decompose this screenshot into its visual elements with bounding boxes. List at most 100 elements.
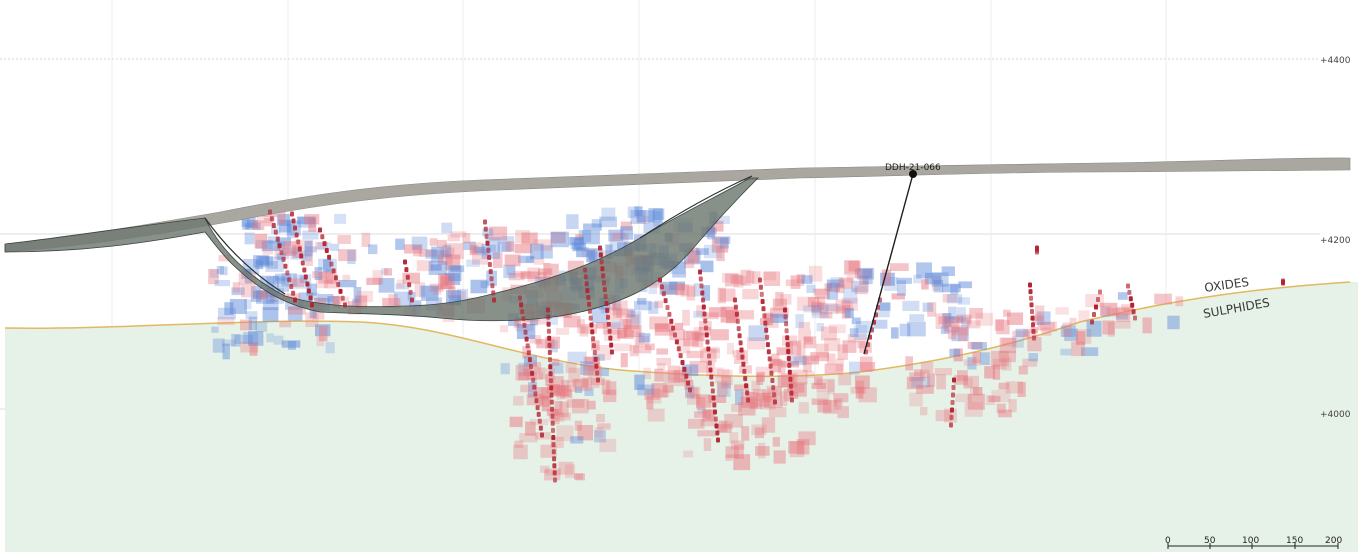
grade-block (703, 438, 712, 451)
grade-block (617, 328, 628, 338)
grade-block (567, 351, 587, 363)
grade-block (627, 206, 639, 218)
assay-marker (788, 376, 793, 382)
grade-block (518, 372, 538, 381)
assay-marker (585, 288, 590, 294)
grade-block (539, 396, 550, 407)
grade-block (667, 378, 687, 387)
elevation-labels: +4400 +4200 +4000 (1320, 56, 1351, 420)
grade-block (673, 370, 687, 383)
grade-block (404, 244, 423, 254)
assay-marker (772, 392, 777, 398)
grade-block (833, 400, 842, 410)
assay-marker (404, 267, 409, 273)
grade-block (854, 285, 868, 295)
grade-block (933, 279, 944, 293)
grade-block (466, 259, 480, 267)
grade-block (635, 331, 645, 345)
grade-block (440, 250, 449, 258)
grade-block (523, 365, 539, 374)
assay-marker (734, 311, 739, 317)
grade-block (568, 236, 584, 246)
assay-marker (268, 209, 272, 215)
grade-block (734, 384, 750, 391)
grade-block (305, 312, 319, 327)
assay-marker (951, 392, 955, 398)
grade-block (682, 309, 690, 326)
assay-marker (303, 274, 308, 280)
grade-block (222, 339, 236, 346)
grade-block (450, 265, 465, 273)
assay-marker (299, 253, 304, 259)
grade-block (282, 247, 297, 255)
assay-marker (548, 378, 553, 384)
grade-block (934, 368, 952, 376)
grade-block (292, 244, 303, 259)
grade-block (811, 305, 829, 319)
grade-block (711, 237, 729, 253)
grade-block (643, 222, 660, 234)
assay-marker (713, 416, 718, 422)
grade-block (1001, 357, 1012, 371)
assay-marker (546, 314, 551, 320)
grade-block (533, 239, 552, 251)
grade-block (595, 322, 608, 329)
grade-block (806, 284, 816, 293)
grade-block (694, 411, 707, 418)
grade-block (819, 312, 833, 319)
assay-marker (707, 360, 712, 366)
grade-block (823, 400, 838, 414)
grade-block (647, 408, 665, 422)
grade-block (795, 314, 804, 329)
drillhole-ddh-21-066[interactable]: DDH-21-066 (863, 163, 941, 355)
scale-tick-50: 50 (1204, 536, 1216, 546)
grade-block (582, 230, 600, 245)
assay-marker (737, 333, 742, 339)
assay-marker (688, 387, 692, 393)
grade-block (1023, 329, 1038, 339)
assay-marker (593, 356, 598, 362)
grade-block (209, 269, 219, 278)
grade-block (636, 215, 649, 224)
grade-block (634, 300, 652, 311)
assay-marker (273, 229, 278, 235)
grade-block (610, 233, 629, 242)
grade-block (489, 226, 508, 241)
grade-block (788, 441, 805, 454)
assay-marker (587, 308, 592, 314)
assay-marker (551, 427, 555, 433)
grade-block (381, 268, 389, 275)
grade-block (954, 375, 968, 385)
grade-block (529, 318, 539, 326)
grade-block (604, 329, 621, 342)
assay-marker (1032, 335, 1036, 341)
grade-block (837, 406, 849, 419)
grade-block (896, 277, 912, 284)
oxides-label: OXIDES (1203, 275, 1249, 295)
grade-block (581, 376, 592, 392)
assay-marker (767, 356, 772, 362)
grade-block (579, 326, 589, 337)
assay-marker (279, 250, 284, 256)
assay-marker (1035, 249, 1039, 255)
grade-block (450, 231, 467, 238)
assay-marker (1090, 319, 1094, 325)
grade-block (778, 360, 786, 374)
grade-block (431, 246, 444, 263)
grade-block (256, 216, 275, 224)
grade-block (1006, 312, 1024, 325)
grade-block (1115, 321, 1131, 329)
grade-block (1008, 399, 1017, 413)
grade-block (288, 306, 306, 315)
grade-block (395, 283, 409, 290)
grade-block (257, 290, 275, 298)
grade-block (577, 319, 585, 334)
grade-block (513, 444, 528, 460)
grade-block (693, 327, 702, 341)
assay-marker (684, 373, 689, 379)
assay-marker (743, 376, 748, 382)
grade-block (636, 210, 655, 223)
assay-marker (529, 364, 533, 369)
assay-marker (407, 282, 412, 288)
assay-marker (787, 362, 792, 368)
